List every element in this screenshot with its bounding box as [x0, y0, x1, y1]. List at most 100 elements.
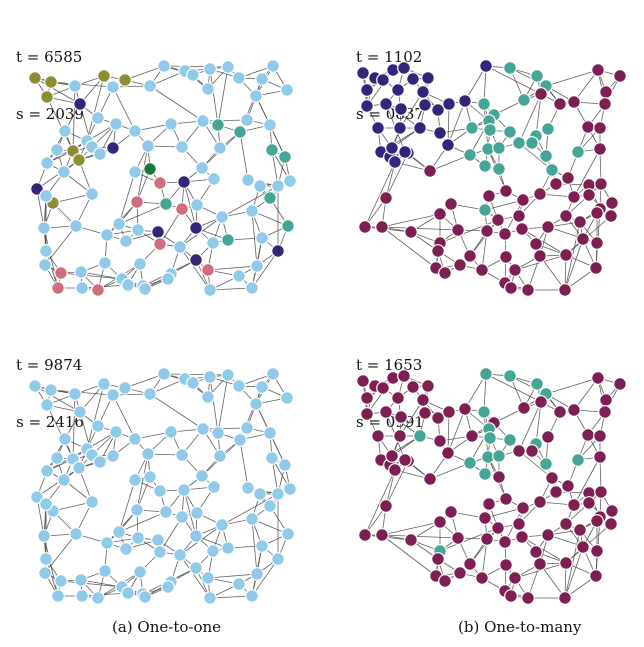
graph-node [143, 79, 157, 93]
graph-node [444, 197, 458, 211]
graph-edge [565, 491, 602, 525]
graph-node [458, 402, 472, 416]
graph-node [559, 209, 573, 223]
graph-node [431, 103, 445, 117]
graph-node [433, 126, 447, 140]
graph-node [431, 552, 445, 566]
graph-node [255, 539, 269, 553]
graph-node [138, 590, 152, 604]
graph-node [153, 237, 167, 251]
graph-node [73, 405, 87, 419]
graph-node [594, 485, 608, 499]
graph-edge [112, 86, 136, 132]
graph-node [534, 87, 548, 101]
graph-node [189, 253, 203, 267]
graph-node [232, 269, 246, 283]
graph-node [604, 517, 618, 531]
graph-node [499, 250, 513, 264]
graph-node [255, 231, 269, 245]
graph-node [559, 248, 573, 262]
graph-edge [518, 142, 553, 171]
graph-node [206, 236, 220, 250]
graph-node [201, 263, 215, 277]
graph-node [413, 121, 427, 135]
graph-node [539, 149, 553, 163]
graph-node [278, 458, 292, 472]
graph-edge [72, 85, 76, 152]
graph-edge [202, 119, 248, 122]
graph-node [512, 209, 526, 223]
graph-node [398, 145, 412, 159]
graph-edge [60, 580, 123, 588]
graph-node [265, 451, 279, 465]
graph-node [72, 461, 86, 475]
graph-a-bottom [28, 367, 297, 605]
graph-node [186, 376, 200, 390]
graph-node [517, 401, 531, 415]
graph-edge [44, 225, 77, 266]
graph-node [508, 571, 522, 585]
graph-node [119, 234, 133, 248]
graph-node [175, 448, 189, 462]
graph-node [206, 544, 220, 558]
graph-node [118, 73, 132, 87]
graph-node [54, 574, 68, 588]
graph-node [590, 236, 604, 250]
graph-edge [573, 456, 601, 506]
graph-node [512, 136, 526, 150]
graph-node [263, 191, 277, 205]
graph-edge [565, 183, 602, 217]
graph-node [106, 141, 120, 155]
graph-node [567, 403, 581, 417]
graph-node [475, 263, 489, 277]
graph-node [431, 411, 445, 425]
graph-edge [385, 103, 421, 129]
graph-node [175, 202, 189, 216]
graph-node [44, 75, 58, 89]
graph-edge [399, 91, 424, 129]
graph-node [177, 175, 191, 189]
graph-node [39, 189, 53, 203]
graph-node [190, 506, 204, 520]
graph-node [213, 141, 227, 155]
graph-node [360, 83, 374, 97]
graph-node [37, 529, 51, 543]
graph-edge [34, 385, 81, 413]
graph-edge [539, 255, 566, 291]
graph-node [431, 244, 445, 258]
graph-node [215, 210, 229, 224]
graph-node [605, 504, 619, 518]
graph-node [100, 228, 114, 242]
graph-node [232, 577, 246, 591]
graph-node [161, 580, 175, 594]
graph-node [590, 514, 604, 528]
graph-node [93, 147, 107, 161]
graph-node [593, 121, 607, 135]
graph-node [97, 69, 111, 83]
graph-node [385, 141, 399, 155]
graph-edge [202, 427, 248, 430]
graph-node [515, 530, 529, 544]
graph-node [54, 266, 68, 280]
graph-node [263, 426, 277, 440]
graph-edge [429, 154, 471, 172]
graph-node [375, 220, 389, 234]
graph-node [255, 380, 269, 394]
graph-node [39, 497, 53, 511]
graph-node [30, 490, 44, 504]
graph-node [241, 173, 255, 187]
graph-node [50, 143, 64, 157]
graph-node [451, 531, 465, 545]
graph-edge [46, 96, 74, 152]
graph-edge [86, 383, 105, 450]
graph-node [508, 263, 522, 277]
graph-edge [381, 226, 459, 231]
graph-node [558, 283, 572, 297]
graph-node [263, 499, 277, 513]
graph-node [281, 219, 295, 233]
graph-edge [251, 250, 279, 289]
graph-node [438, 574, 452, 588]
graph-node [492, 141, 506, 155]
